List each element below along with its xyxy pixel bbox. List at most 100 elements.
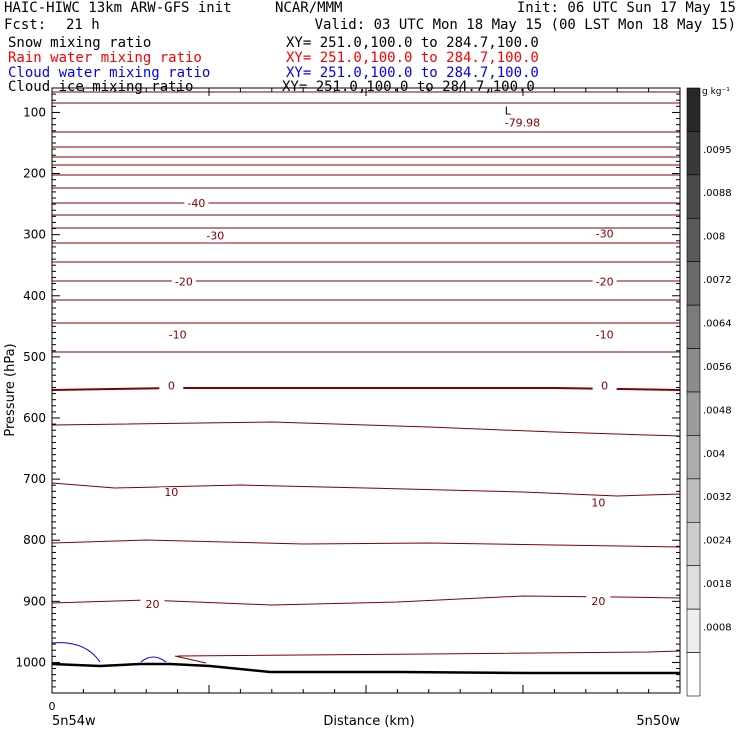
colorbar-label: .0095 [703,145,732,156]
field-name-snow: Snow mixing ratio [8,35,152,51]
cloud-ice-contour [174,655,207,664]
cloud-water-contour [140,656,167,663]
y-tick-label: 1000 [15,655,46,669]
minimum-marker: L [505,104,512,117]
x-origin-label: 0 [49,700,56,713]
contour-label-bg [140,599,165,612]
valid-time: Valid: 03 UTC Mon 18 May 15 (00 LST Mon … [314,17,736,33]
colorbar-bin [686,435,701,480]
contour-label-bg [592,329,617,342]
colorbar-bin [686,391,701,436]
y-tick-label: 600 [23,411,46,425]
y-tick-label: 200 [23,167,46,181]
x-start-label: 5n54w [52,714,96,729]
field-xy-snow: XY= 251.0,100.0 to 284.7,100.0 [286,35,539,51]
contour-label-bg [159,380,184,393]
terrain-line [51,662,680,675]
x-axis-label: Distance (km) [323,714,414,729]
contour-label-bg [592,228,617,241]
colorbar-bin [686,348,701,393]
y-axis-label: Pressure (hPa) [3,343,18,436]
isotherm-line [51,539,681,548]
colorbar-bin [686,217,701,263]
colorbar-bin [686,87,701,132]
colorbar-label: .0008 [703,623,732,634]
model-title: HAIC-HIWC 13km ARW-GFS init [4,0,232,16]
colorbar-label: .0072 [703,275,732,286]
colorbar-label: .0048 [703,405,732,416]
isotherm-label: -30 [596,228,614,241]
field-xy-cloud-ice: XY= 251.0,100.0 to 284.7,100.0 [282,79,535,95]
y-tick-label: 300 [23,228,46,242]
isotherm-line [51,482,681,497]
colorbar: .0095 .0088 .008 .0072 .0064 .0056 .0048 .004 .0… [686,87,732,697]
cloud-water-contour [51,642,101,663]
isotherm-contours [51,91,681,657]
colorbar-unit: g kg⁻¹ [702,87,730,97]
isotherm-label: -20 [596,275,614,288]
isotherm-label: -10 [169,329,187,342]
colorbar-label: .0032 [703,492,732,503]
contour-label-bg [165,329,190,342]
isotherm-label: -20 [175,275,193,288]
isotherm-label: -10 [596,329,614,342]
init-time: Init: 06 UTC Sun 17 May 15 [516,0,736,16]
isotherm-label: -30 [206,230,224,243]
isotherm-line [51,421,681,437]
colorbar-bin [686,261,701,306]
isotherm-label: 0 [168,379,175,392]
y-tick-label: 900 [23,594,46,608]
colorbar-bin [686,478,701,523]
y-tick-label: 100 [23,105,46,119]
contour-label-bg [592,276,617,289]
field-xy-cloud-water: XY= 251.0,100.0 to 284.7,100.0 [286,65,539,81]
contour-label-bg [159,487,184,500]
cloud-contours [51,642,207,664]
isotherm-label: 10 [164,486,178,499]
field-xy-rain: XY= 251.0,100.0 to 284.7,100.0 [286,50,539,66]
y-tick-label: 400 [23,289,46,303]
field-name-cloud-water: Cloud water mixing ratio [8,65,211,81]
colorbar-bin [686,174,701,219]
field-name-rain: Rain water mixing ratio [8,50,202,66]
forecast-hour: 21 h [66,17,100,33]
colorbar-label: .004 [703,449,725,460]
colorbar-label: .0088 [703,188,732,199]
y-tick-label: 700 [23,472,46,486]
isotherm-label: 20 [145,598,159,611]
contour-label-bg [171,276,196,289]
x-axis [51,88,681,693]
isotherm-line [51,387,681,391]
contour-label-bg [592,380,617,393]
terrain [51,662,680,675]
isotherm-label: -40 [187,197,205,210]
colorbar-bin [686,304,701,349]
isotherm-line [177,650,681,657]
colorbar-label: .008 [703,232,725,243]
colorbar-bin [686,608,701,653]
contour-label-bg [586,497,611,510]
colorbar-label: .0056 [703,362,732,373]
y-tick-label: 500 [23,350,46,364]
isotherm-label: 20 [591,595,605,608]
y-tick-label: 800 [23,533,46,547]
colorbar-bin [686,565,701,610]
colorbar-bin [686,131,701,176]
contour-labels: -40 -30 -30 -20 -20 -10 -10 0 0 10 10 20 20 L-79.98 [140,104,617,612]
field-name-cloud-ice: Cloud ice mixing ratio [8,79,194,95]
contour-label-bg [184,198,209,211]
colorbar-label: .0024 [703,536,732,547]
x-end-label: 5n50w [636,714,680,729]
colorbar-label: .0018 [703,579,732,590]
forecast-label: Fcst: [4,17,47,33]
colorbar-label: .0064 [703,319,732,330]
isotherm-label: 0 [601,379,608,392]
minimum-value: -79.98 [505,116,540,129]
isotherm-label: 10 [591,497,605,510]
colorbar-bin [686,652,701,697]
center-label: NCAR/MMM [275,0,343,16]
contour-label-bg [586,596,611,608]
colorbar-bin [686,521,701,567]
